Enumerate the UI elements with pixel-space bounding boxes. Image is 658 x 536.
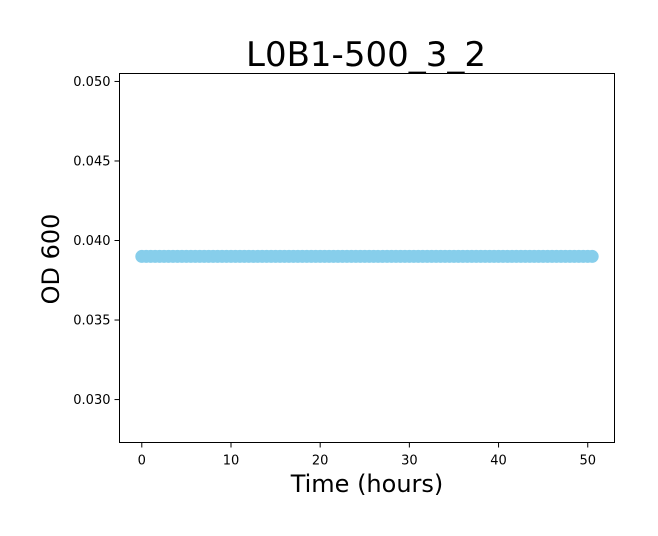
x-tick-label: 0	[138, 454, 146, 469]
y-tick-label: 0.050	[73, 75, 110, 90]
x-tick-label: 40	[490, 454, 507, 469]
y-tick-label: 0.040	[73, 234, 110, 249]
data-points	[135, 249, 599, 263]
x-axis-ticks: 0 10 20 30 40 50	[138, 442, 596, 469]
x-tick-label: 50	[579, 454, 596, 469]
y-axis-title: OD 600	[37, 214, 65, 305]
y-tick-label: 0.045	[73, 154, 110, 169]
x-tick-label: 20	[312, 454, 329, 469]
data-point	[585, 249, 599, 263]
x-tick-label: 10	[223, 454, 240, 469]
chart-title: L0B1-500_3_2	[246, 35, 486, 75]
x-axis-title: Time (hours)	[290, 470, 444, 498]
y-tick-label: 0.035	[73, 314, 110, 329]
plot-frame	[119, 73, 615, 443]
y-axis-ticks: 0.030 0.035 0.040 0.045 0.050	[73, 75, 120, 408]
y-tick-label: 0.030	[73, 393, 110, 408]
x-tick-label: 30	[401, 454, 418, 469]
